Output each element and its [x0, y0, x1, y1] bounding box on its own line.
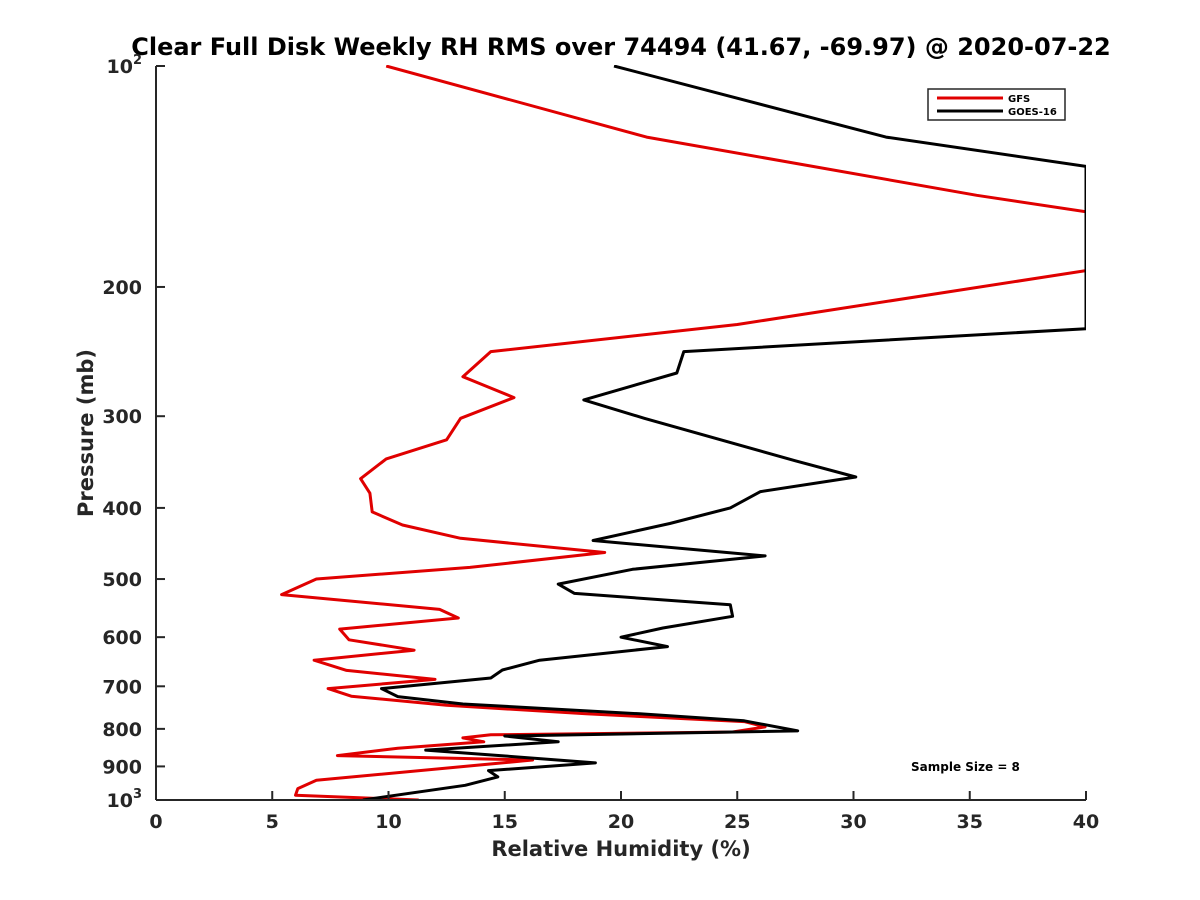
series-line-gfs	[280, 65, 1086, 801]
y-tick-label: 400	[102, 498, 142, 520]
plot-series	[280, 65, 1086, 801]
chart-title: Clear Full Disk Weekly RH RMS over 74494…	[131, 33, 1111, 61]
legend-label: GFS	[1008, 94, 1030, 105]
legend-box	[927, 88, 1066, 121]
y-tick-label: 700	[102, 676, 142, 698]
y-tick-label: 300	[102, 406, 142, 428]
y-tick-label: 600	[102, 627, 142, 649]
x-tick-label: 20	[608, 811, 634, 833]
sample-size-annotation: Sample Size = 8	[911, 760, 1020, 774]
x-tick-label: 0	[149, 811, 162, 833]
x-tick-label: 30	[840, 811, 866, 833]
legend: GFS GOES-16	[927, 88, 1066, 121]
x-tick-label: 5	[266, 811, 279, 833]
y-tick-label: 200	[102, 277, 142, 299]
x-tick-label: 35	[957, 811, 983, 833]
series-line-goes-16	[362, 65, 1086, 801]
y-axis-label: Pressure (mb)	[74, 349, 98, 517]
y-tick-label: 900	[102, 756, 142, 778]
y-tick-label: 500	[102, 569, 142, 591]
x-tick-label: 15	[492, 811, 518, 833]
y-tick-label: 102	[107, 53, 143, 78]
x-tick-label: 25	[724, 811, 750, 833]
x-tick-label: 40	[1073, 811, 1099, 833]
y-tick-label: 103	[107, 787, 143, 812]
y-tick-label: 800	[102, 719, 142, 741]
axes: 0 5 10 15 20 25 30 35 40 102 200 300 400 500 600 700 800…	[102, 53, 1099, 833]
x-tick-label: 10	[375, 811, 401, 833]
x-axis-label: Relative Humidity (%)	[491, 837, 750, 861]
legend-label: GOES-16	[1008, 107, 1057, 118]
